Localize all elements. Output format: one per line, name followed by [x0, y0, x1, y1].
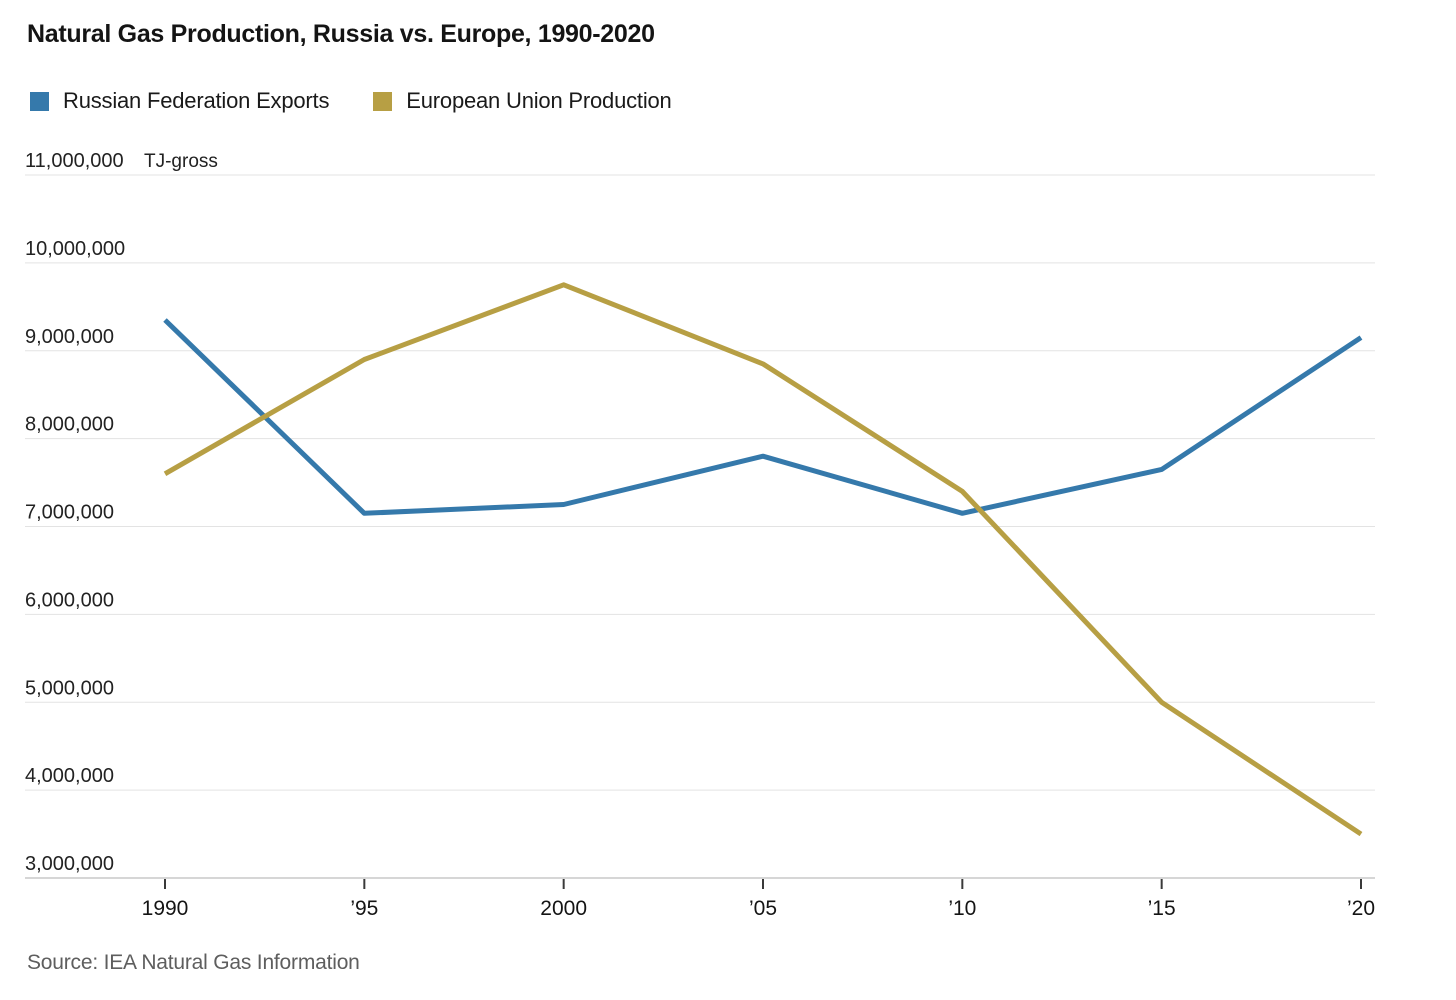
- source-note: Source: IEA Natural Gas Information: [27, 951, 360, 974]
- x-axis-label: ’05: [749, 897, 777, 920]
- x-axis-label: 2000: [540, 897, 587, 920]
- legend-item-russian-federation-exports: Russian Federation Exports: [30, 88, 329, 114]
- x-axis-label: ’10: [948, 897, 976, 920]
- legend-swatch-european-union-production: [373, 91, 393, 111]
- legend-label-russian-federation-exports: Russian Federation Exports: [63, 88, 330, 113]
- y-axis-label: 9,000,000: [25, 326, 114, 348]
- legend-item-european-union-production: European Union Production: [373, 88, 672, 114]
- y-axis-label: 3,000,000: [25, 853, 114, 875]
- y-axis-unit-label: TJ-gross: [144, 151, 218, 172]
- legend-swatch-russian-federation-exports: [30, 91, 49, 111]
- chart-title: Natural Gas Production, Russia vs. Europ…: [27, 20, 655, 48]
- y-axis-label: 10,000,000: [25, 238, 125, 260]
- y-axis-label: 6,000,000: [25, 589, 114, 611]
- y-axis-label: 4,000,000: [25, 765, 114, 787]
- series-line-russian-federation-exports: [163, 318, 1363, 516]
- x-axis-label: ’95: [350, 897, 378, 920]
- series-line-european-union-production: [163, 282, 1363, 837]
- y-axis-label: 8,000,000: [25, 414, 114, 436]
- legend: Russian Federation Exports European Unio…: [30, 88, 672, 114]
- y-axis-label: 5,000,000: [25, 677, 114, 699]
- legend-label-european-union-production: European Union Production: [406, 88, 672, 113]
- x-axis-label: ’15: [1148, 897, 1176, 920]
- y-axis-label: 11,000,000: [25, 150, 124, 172]
- x-axis-label: ’20: [1347, 897, 1375, 920]
- y-axis-label: 7,000,000: [25, 502, 114, 524]
- x-axis-label: 1990: [142, 897, 189, 920]
